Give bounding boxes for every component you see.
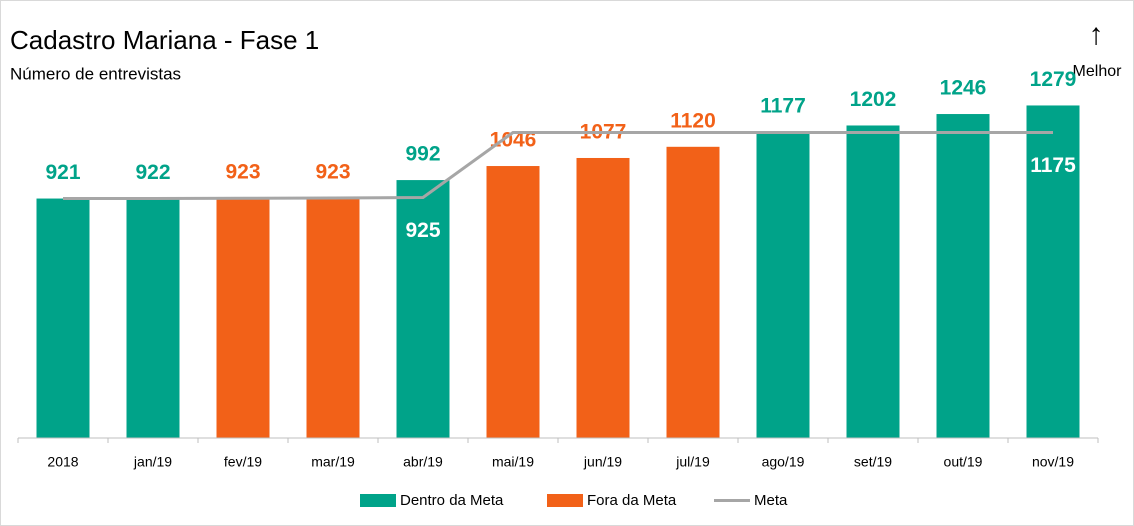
better-label: Melhor <box>1073 63 1123 80</box>
meta-line <box>63 131 1053 201</box>
bar <box>36 198 90 438</box>
x-tick-label: ago/19 <box>762 454 805 470</box>
bar <box>936 114 990 438</box>
bar-value-label: 1177 <box>760 95 806 118</box>
bar <box>396 180 450 438</box>
bar-value-label: 1202 <box>850 88 897 111</box>
x-tick-label: jan/19 <box>133 454 172 470</box>
bar-value-label: 1046 <box>490 129 537 152</box>
chart-subtitle: Número de entrevistas <box>10 64 181 83</box>
bar-value-label: 923 <box>225 161 260 184</box>
legend-label: Dentro da Meta <box>400 492 504 509</box>
better-arrow: ↑ <box>1089 18 1104 51</box>
x-tick-label: jul/19 <box>675 454 710 470</box>
x-tick-label: out/19 <box>944 454 983 470</box>
bar-value-label: 1279 <box>1030 68 1077 91</box>
bar <box>666 146 720 439</box>
bar-value-label: 1246 <box>940 77 987 100</box>
x-tick-label: mai/19 <box>492 454 534 470</box>
bar-value-label: 922 <box>135 161 170 184</box>
meta-value-label: 925 <box>405 219 440 242</box>
x-tick-label: abr/19 <box>403 454 443 470</box>
bar-value-label: 992 <box>405 143 440 166</box>
legend-label: Meta <box>754 492 788 509</box>
bar <box>216 198 270 438</box>
bar <box>756 131 810 439</box>
bar-value-label: 923 <box>315 161 350 184</box>
legend-label: Fora da Meta <box>587 492 677 509</box>
meta-value-label: 1175 <box>1030 154 1076 177</box>
x-tick-label: jun/19 <box>583 454 622 470</box>
bar-value-label: 921 <box>45 161 80 184</box>
legend-swatch <box>547 494 583 507</box>
bar <box>576 157 630 439</box>
bar <box>1026 105 1080 439</box>
x-tick-label: nov/19 <box>1032 454 1074 470</box>
x-tick-label: 2018 <box>47 454 78 470</box>
x-tick-label: fev/19 <box>224 454 262 470</box>
x-tick-label: mar/19 <box>311 454 355 470</box>
bar <box>306 198 360 438</box>
chart-title: Cadastro Mariana - Fase 1 <box>10 25 319 55</box>
x-tick-label: set/19 <box>854 454 892 470</box>
bar <box>126 198 180 438</box>
bar-value-label: 1120 <box>670 109 716 132</box>
bar <box>846 125 900 438</box>
bar <box>486 166 540 439</box>
legend-swatch <box>360 494 396 507</box>
